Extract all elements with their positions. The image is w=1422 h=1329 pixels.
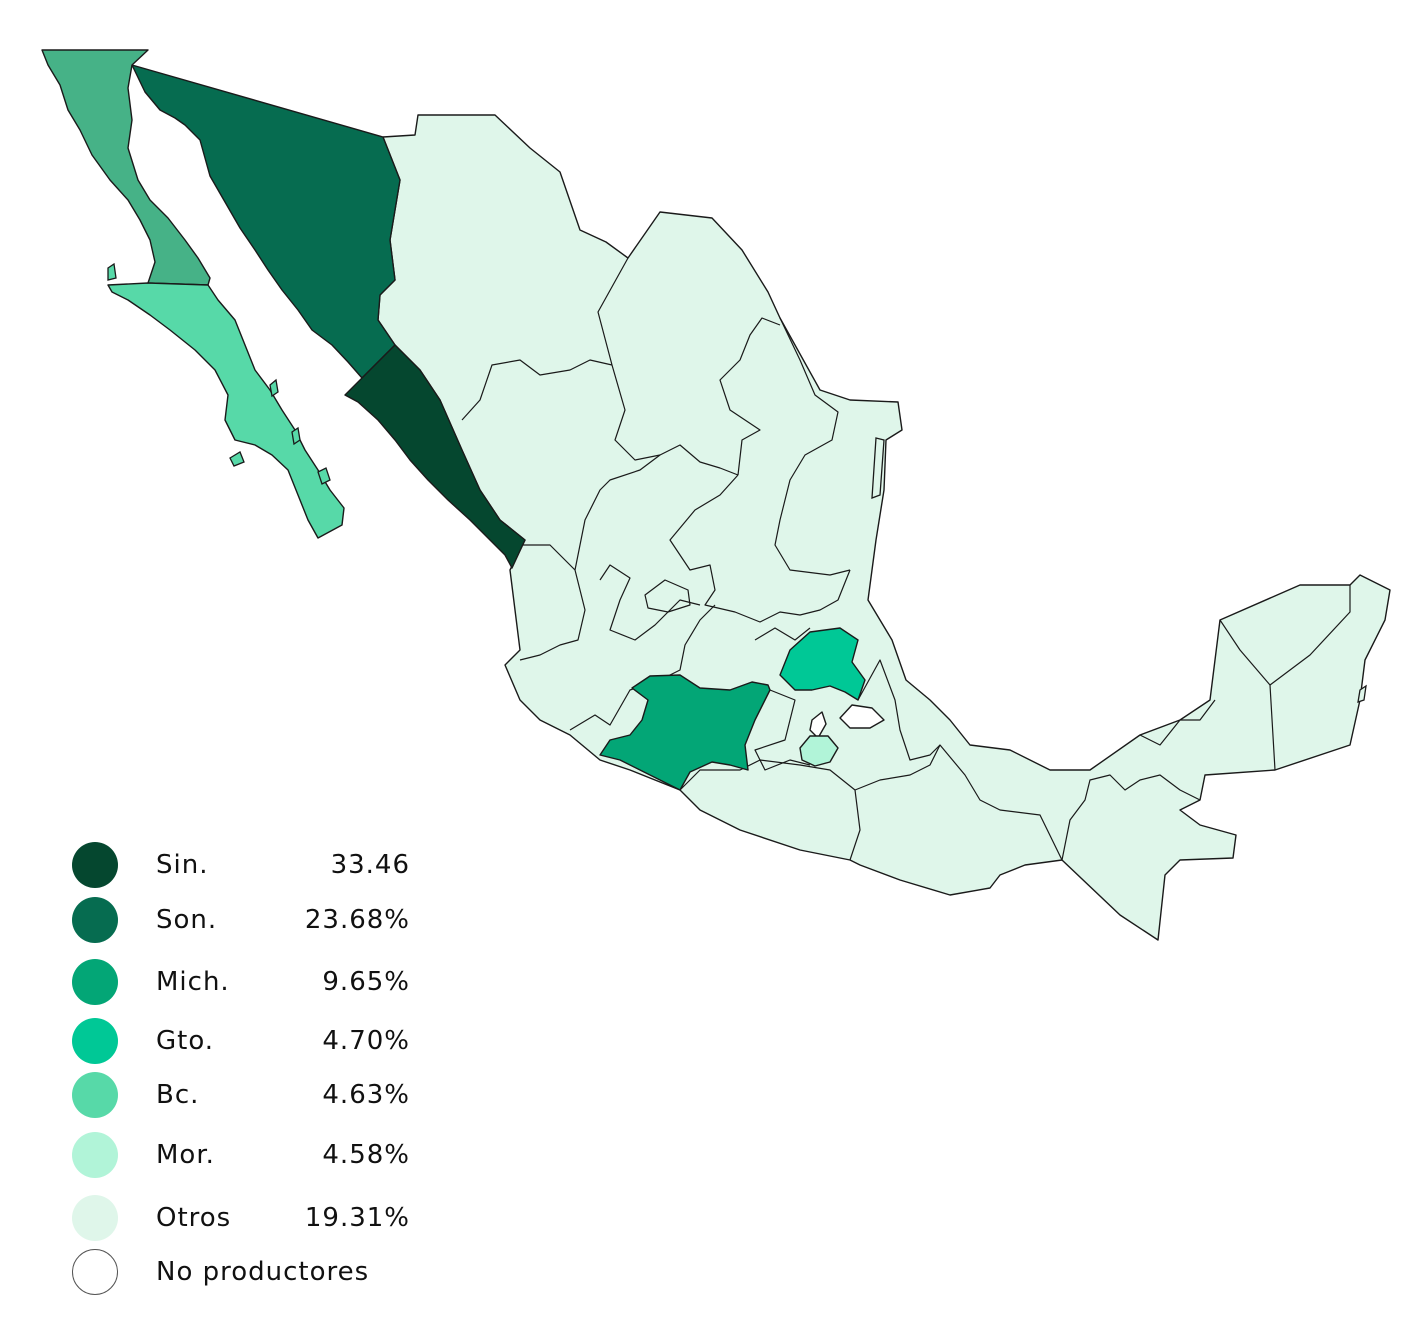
border-campeche-tabasco — [1139, 699, 1216, 746]
legend-swatch — [72, 1072, 118, 1118]
border-oaxaca-veracruz — [854, 744, 1063, 861]
legend-item: Son. 23.68% — [72, 897, 432, 945]
border-slp-queretaro — [754, 627, 811, 641]
state-baja-california-sur — [107, 282, 345, 539]
legend-swatch — [72, 1249, 118, 1295]
legend-item: Sin. 33.46 — [72, 842, 432, 890]
legend-value: 23.68% — [304, 905, 410, 935]
state-no-productores-cdmx — [839, 704, 885, 729]
legend-label: Otros — [156, 1203, 232, 1233]
legend-label: Bc. — [156, 1080, 200, 1110]
island-bcs-1 — [107, 262, 117, 281]
legend-swatch — [72, 897, 118, 943]
state-guanajuato — [779, 627, 866, 701]
legend-item: Mor. 4.58% — [72, 1132, 432, 1180]
island-cozumel — [1357, 684, 1367, 703]
island-bcs-2 — [269, 378, 279, 398]
state-morelos — [799, 735, 839, 767]
border-qroo — [1269, 585, 1351, 686]
state-otros-mainland — [377, 114, 1391, 941]
legend-item: Mich. 9.65% — [72, 959, 432, 1007]
island-bcs-4 — [229, 451, 245, 467]
state-michoacan — [599, 674, 771, 791]
legend-value: 19.31% — [304, 1203, 410, 1233]
legend-swatch — [72, 1018, 118, 1064]
legend-value: 4.63% — [322, 1080, 410, 1110]
border-nayarit-jalisco — [519, 569, 586, 661]
border-jalisco-interior — [599, 564, 701, 641]
legend-label: No productores — [156, 1257, 370, 1287]
border-aguascalientes — [644, 579, 691, 613]
legend-label: Son. — [156, 905, 218, 935]
legend-item: Gto. 4.70% — [72, 1018, 432, 1066]
border-durango — [461, 359, 613, 421]
border-chihuahua-coahuila — [597, 257, 739, 476]
legend-value: 33.46 — [330, 850, 410, 880]
legend-swatch — [72, 1132, 118, 1178]
border-nl-tamps — [774, 317, 851, 576]
legend-item: No productores — [72, 1249, 432, 1297]
legend-label: Sin. — [156, 850, 209, 880]
border-edomex — [754, 689, 811, 771]
legend-item: Bc. 4.63% — [72, 1072, 432, 1120]
island-bcs-5 — [317, 467, 331, 485]
border-puebla-veracruz — [857, 659, 941, 761]
state-sonora — [131, 64, 401, 379]
legend-label: Gto. — [156, 1026, 215, 1056]
island-laguna-madre — [871, 437, 885, 499]
border-zacatecas — [669, 474, 851, 623]
legend-label: Mich. — [156, 967, 230, 997]
legend-swatch — [72, 959, 118, 1005]
border-nuevo-leon — [719, 317, 781, 476]
border-tabasco-chiapas — [1061, 774, 1201, 861]
border-campeche-yucatan — [1219, 619, 1276, 771]
border-guerrero-oaxaca — [679, 759, 861, 861]
legend-value: 4.70% — [322, 1026, 410, 1056]
border-durango-south — [520, 454, 661, 571]
legend-value: 4.58% — [322, 1140, 410, 1170]
legend-item: Otros 19.31% — [72, 1195, 432, 1243]
state-sinaloa — [344, 344, 526, 569]
legend-swatch — [72, 842, 118, 888]
legend-value: 9.65% — [322, 967, 410, 997]
legend-label: Mor. — [156, 1140, 215, 1170]
island-bcs-3 — [291, 426, 301, 446]
legend-swatch — [72, 1195, 118, 1241]
state-no-productores-tlaxcala — [809, 711, 827, 739]
